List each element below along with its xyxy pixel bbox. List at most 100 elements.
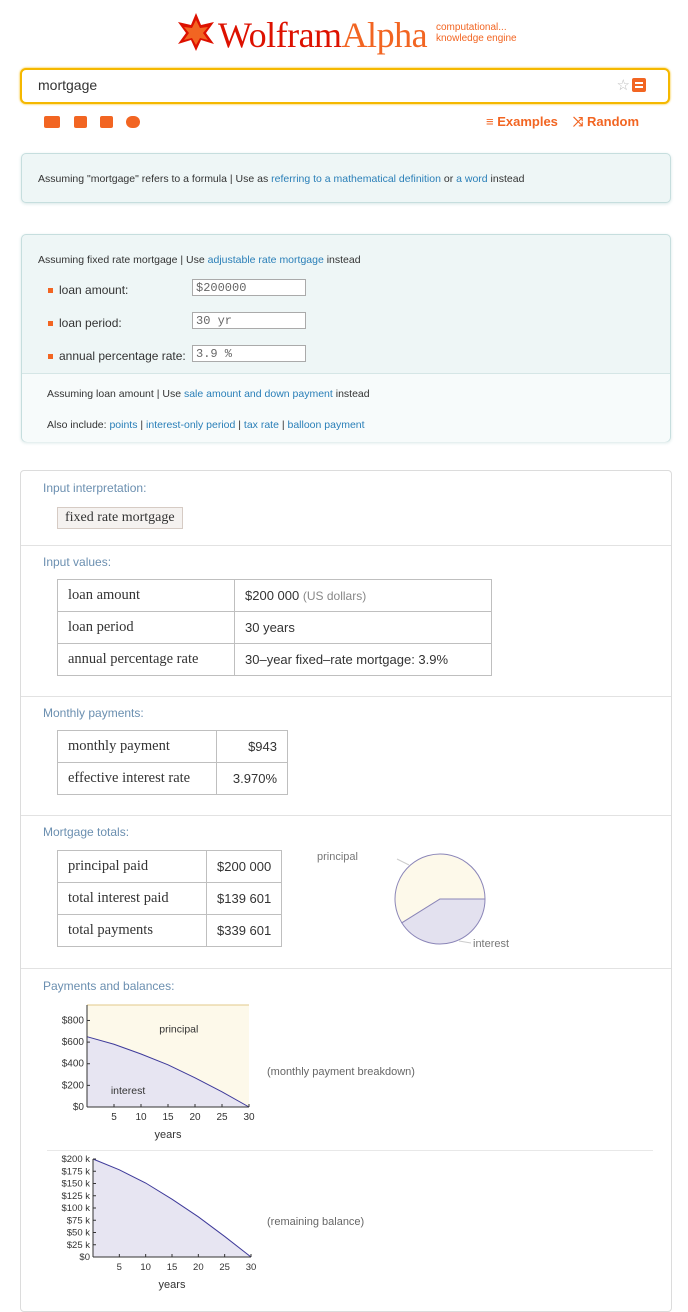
- area-balance: [93, 1159, 251, 1257]
- math-definition-link[interactable]: referring to a mathematical definition: [271, 173, 441, 185]
- pod-title-totals: Mortgage totals:: [43, 825, 130, 839]
- loan-period-field[interactable]: [192, 312, 306, 329]
- pie-label-principal: principal: [317, 851, 358, 863]
- y-tick-label: $200: [62, 1080, 85, 1091]
- pod-divider: [21, 815, 671, 816]
- examples-link[interactable]: ≡ Examples: [486, 114, 558, 129]
- x-axis-label: years: [155, 1129, 182, 1141]
- sale-amount-link[interactable]: sale amount and down payment: [183, 388, 333, 400]
- x-tick-label: 30: [243, 1112, 255, 1123]
- table-icon[interactable]: [100, 116, 113, 128]
- assumption-options: Assuming loan amount | Use sale amount a…: [22, 373, 670, 442]
- apr-field[interactable]: [192, 345, 306, 362]
- upload-icon[interactable]: [126, 116, 140, 128]
- line-interest: [86, 1036, 250, 1108]
- assumption-formula-text: Assuming "mortgage" refers to a formula …: [38, 173, 525, 185]
- search-input[interactable]: [38, 76, 598, 94]
- pie-slice-interest: [401, 898, 486, 945]
- y-tick-label: $50 k: [67, 1228, 90, 1239]
- bullet-icon: [48, 288, 53, 294]
- points-link[interactable]: points: [109, 419, 138, 431]
- wolfram-alpha-logo[interactable]: WolframAlpha computational... knowledge e…: [172, 10, 552, 56]
- loan-period-label: loan period:: [48, 316, 122, 330]
- x-axis-label: years: [159, 1279, 186, 1291]
- pod-title-payments: Payments and balances:: [43, 979, 175, 993]
- table-row: monthly payment $943: [57, 730, 288, 763]
- x-tick-label: 5: [111, 1112, 117, 1123]
- keyboard-icon[interactable]: [44, 116, 60, 128]
- random-link[interactable]: ⤨ Random: [573, 114, 639, 130]
- examples-label: Examples: [497, 114, 558, 129]
- logo-alpha-text: Alpha: [341, 15, 428, 55]
- pod-divider: [21, 968, 671, 969]
- camera-icon[interactable]: [74, 116, 87, 128]
- word-link[interactable]: a word: [456, 173, 488, 185]
- y-tick-label: $75 k: [67, 1215, 90, 1226]
- y-tick-label: $125 k: [61, 1191, 90, 1202]
- spikey-logo-icon: [178, 13, 214, 51]
- mortgage-totals-table: principal paid $200 000 total interest pa…: [57, 850, 283, 947]
- x-tick-label: 20: [189, 1112, 201, 1123]
- remaining-balance-caption: (remaining balance): [267, 1216, 365, 1228]
- x-tick-label: 5: [117, 1262, 122, 1273]
- list-icon: ≡: [486, 114, 498, 129]
- tagline-line2: knowledge engine: [436, 33, 517, 44]
- table-row: effective interest rate 3.970%: [57, 762, 288, 795]
- pod-divider: [21, 696, 671, 697]
- adjustable-rate-link[interactable]: adjustable rate mortgage: [207, 254, 324, 266]
- pod-title-monthly: Monthly payments:: [43, 706, 144, 720]
- y-tick-label: $600: [62, 1037, 85, 1048]
- y-tick-label: $100 k: [61, 1203, 90, 1214]
- y-tick-label: $175 k: [61, 1166, 90, 1177]
- logo-wolfram-text: Wolfram: [218, 15, 342, 55]
- area-interest: [87, 1036, 249, 1107]
- table-row: loan amount $200 000 (US dollars): [57, 579, 492, 612]
- totals-pie-chart: principal interest: [317, 851, 509, 950]
- input-values-table: loan amount $200 000 (US dollars) loan pe…: [57, 579, 492, 676]
- y-tick-label: $800: [62, 1015, 85, 1026]
- loan-amount-label: loan amount:: [48, 283, 128, 297]
- y-tick-label: $200 k: [61, 1154, 90, 1165]
- line-balance: [92, 1158, 252, 1258]
- monthly-breakdown-chart: 5 10 15 20 25 30 $0 $200 $400 $600 $800 years princi…: [62, 1004, 255, 1141]
- pie-slice-principal: [394, 853, 486, 924]
- y-tick-label: $400: [62, 1059, 85, 1070]
- monthly-payments-table: monthly payment $943 effective interest r…: [57, 730, 288, 795]
- pod-divider: [21, 545, 671, 546]
- pod-title-interpretation: Input interpretation:: [43, 481, 147, 495]
- table-row: total payments $339 601: [57, 914, 283, 947]
- chart-divider: [47, 1150, 653, 1151]
- y-tick-label: $0: [73, 1102, 85, 1113]
- star-icon[interactable]: ☆: [616, 77, 630, 94]
- search-box: ☆: [20, 68, 670, 104]
- assumption-mortgage-box: Assuming fixed rate mortgage | Use adjus…: [21, 234, 671, 442]
- pie-leader-interest: [458, 940, 472, 944]
- x-tick-label: 30: [246, 1262, 257, 1273]
- x-tick-label: 10: [135, 1112, 147, 1123]
- pie-leader-principal: [396, 858, 410, 866]
- area-principal: [87, 1005, 249, 1107]
- assumption-formula-box: Assuming "mortgage" refers to a formula …: [21, 153, 671, 203]
- tax-rate-link[interactable]: tax rate: [243, 419, 279, 431]
- pod-title-input-values: Input values:: [43, 555, 112, 569]
- x-tick-label: 25: [216, 1112, 228, 1123]
- loan-amount-assumption: Assuming loan amount | Use sale amount a…: [47, 388, 370, 400]
- interpretation-chip[interactable]: fixed rate mortgage: [57, 507, 183, 529]
- x-tick-label: 15: [162, 1112, 174, 1123]
- balloon-payment-link[interactable]: balloon payment: [287, 419, 365, 431]
- series-label-principal: principal: [159, 1023, 198, 1035]
- y-tick-label: $25 k: [67, 1240, 90, 1251]
- y-tick-label: $150 k: [61, 1179, 90, 1190]
- remaining-balance-chart: 5 10 15 20 25 30 $0$25 k$50 k $75 k$100 k$125 k…: [61, 1154, 257, 1291]
- loan-amount-field[interactable]: [192, 279, 306, 296]
- interest-only-link[interactable]: interest-only period: [146, 419, 236, 431]
- y-tick-label: $0: [79, 1252, 90, 1263]
- monthly-breakdown-caption: (monthly payment breakdown): [267, 1066, 415, 1078]
- table-row: loan period 30 years: [57, 611, 492, 644]
- tagline-line1: computational...: [436, 22, 507, 33]
- compute-button[interactable]: [632, 78, 646, 92]
- x-tick-label: 25: [219, 1262, 230, 1273]
- table-row: principal paid $200 000: [57, 850, 283, 883]
- x-tick-label: 20: [193, 1262, 204, 1273]
- apr-label: annual percentage rate:: [48, 349, 186, 363]
